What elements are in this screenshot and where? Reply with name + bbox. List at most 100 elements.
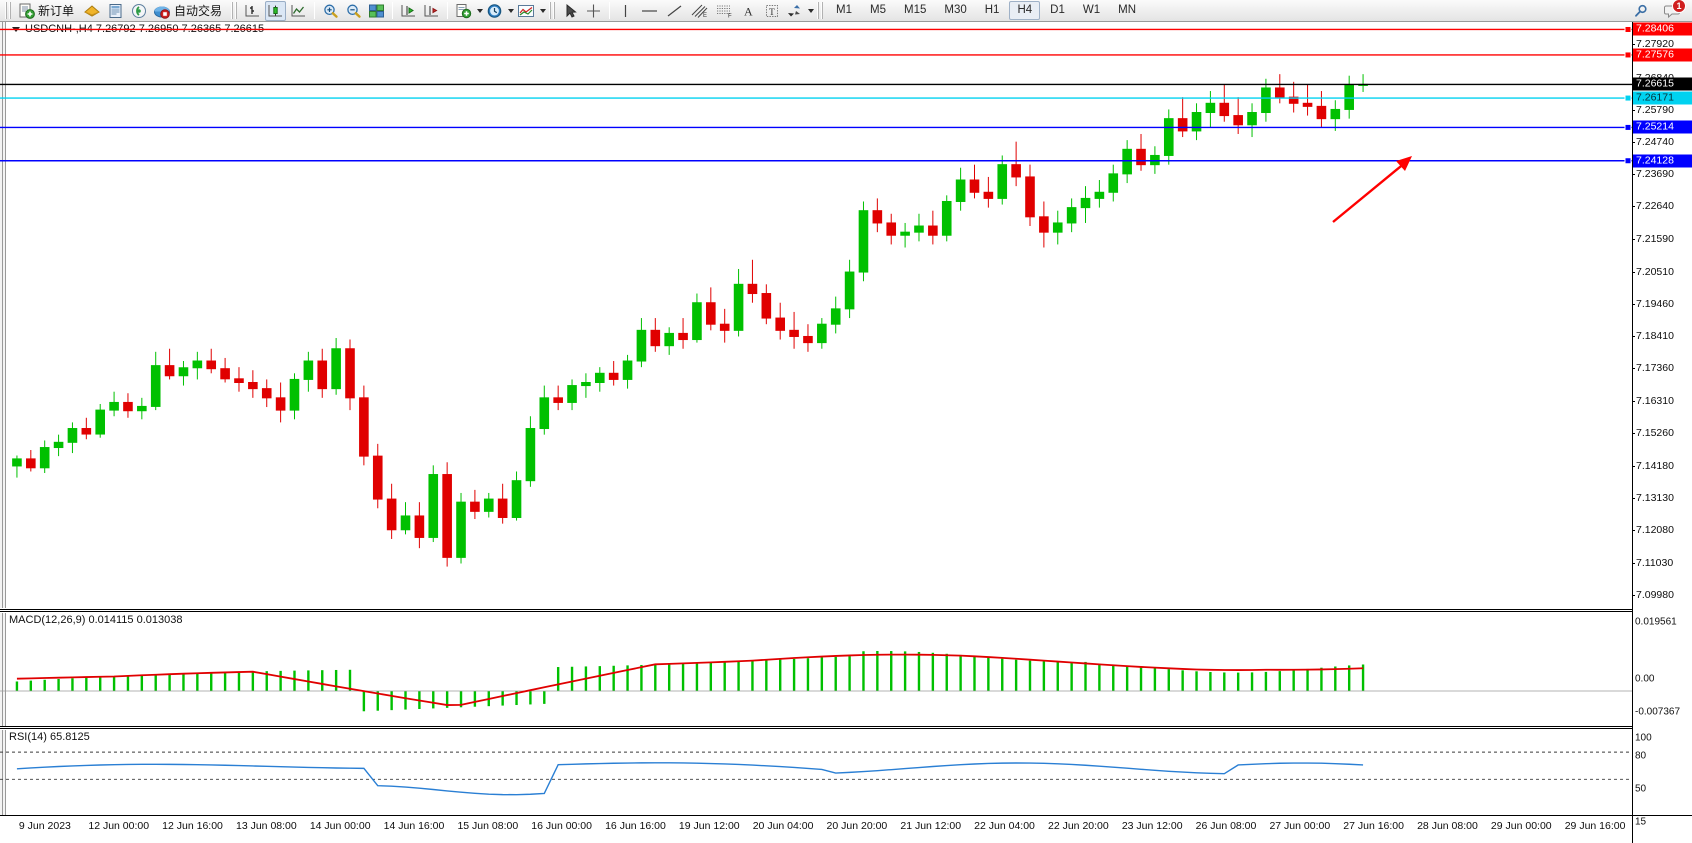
trendline-icon[interactable] <box>663 1 686 21</box>
fibonacci-icon[interactable]: F <box>713 1 736 21</box>
price-tick: 7.27920 <box>1632 38 1674 51</box>
zoom-out-icon[interactable] <box>343 1 364 21</box>
period-dropdown-caret[interactable] <box>508 8 515 13</box>
time-tick: 22 Jun 20:00 <box>1048 820 1109 832</box>
notifications-button[interactable]: 1 <box>1662 0 1686 20</box>
price-tick: 7.09980 <box>1632 588 1674 601</box>
data-window-icon[interactable] <box>105 1 126 21</box>
zoom-in-icon[interactable] <box>320 1 341 21</box>
chart-container[interactable]: USDCNH-,H4 7.26792 7.26950 7.26365 7.266… <box>0 22 1692 843</box>
timeframe-button-h4[interactable]: H4 <box>1009 1 1041 20</box>
price-pane-scroll[interactable] <box>0 22 6 608</box>
vertical-line-icon[interactable] <box>615 1 636 21</box>
notification-count-badge: 1 <box>1672 0 1686 13</box>
candlestick-chart-icon[interactable] <box>265 0 287 21</box>
price-candles-canvas <box>12 74 1368 567</box>
timeframe-button-mn[interactable]: MN <box>1118 4 1136 16</box>
macd-pane-divider <box>0 609 1692 612</box>
price-pane[interactable]: USDCNH-,H4 7.26792 7.26950 7.26365 7.266… <box>0 22 1632 608</box>
price-axis[interactable]: 7.279207.268407.257907.247407.236907.226… <box>1631 22 1692 815</box>
toolbar-separator-1 <box>314 2 316 19</box>
text-box-icon[interactable]: T <box>761 1 782 21</box>
time-tick: 12 Jun 00:00 <box>88 820 150 832</box>
equidistant-channel-icon[interactable]: E <box>688 1 711 21</box>
timeframe-group: M1 M5 M15 M30 H1 H4 D1 W1 MN <box>827 1 1145 20</box>
add-indicator-dropdown-caret[interactable] <box>477 8 484 13</box>
tile-windows-icon[interactable] <box>366 1 387 21</box>
time-tick: 13 Jun 08:00 <box>236 820 297 832</box>
timeframe-button-m15[interactable]: M15 <box>904 4 927 16</box>
templates-dropdown-caret[interactable] <box>540 8 547 13</box>
auto-trading-button[interactable]: 自动交易 <box>151 1 227 21</box>
search-icon[interactable] <box>1630 1 1651 21</box>
price-level-label-cyan[interactable]: 7.26171 <box>1633 91 1692 105</box>
time-tick: 16 Jun 00:00 <box>531 820 592 832</box>
time-tick: 20 Jun 04:00 <box>752 820 814 832</box>
price-levels-overlay[interactable] <box>0 22 1632 608</box>
timeframe-button-m5[interactable]: M5 <box>870 4 886 16</box>
price-tick: 7.22640 <box>1632 200 1674 213</box>
line-chart-icon[interactable] <box>288 1 309 21</box>
shift-end-icon[interactable] <box>398 1 419 21</box>
macd-axis-tick: 0.00 <box>1635 673 1655 685</box>
macd-title-label: MACD(12,26,9) 0.014115 0.013038 <box>9 614 183 626</box>
new-order-button[interactable]: 新订单 <box>16 1 79 21</box>
arrows-dropdown-caret[interactable] <box>808 8 815 13</box>
price-level-label-resistance[interactable]: 7.28406 <box>1633 22 1692 36</box>
price-tick: 7.23690 <box>1632 168 1674 181</box>
templates-icon[interactable] <box>515 1 537 21</box>
time-tick: 29 Jun 00:00 <box>1490 820 1552 832</box>
timeframe-button-m1[interactable]: M1 <box>836 4 853 16</box>
macd-axis-tick: -0.007367 <box>1635 706 1681 718</box>
macd-pane-scroll[interactable] <box>0 613 6 726</box>
svg-text:E: E <box>703 13 707 19</box>
toolbar-grip-2[interactable] <box>231 2 239 19</box>
toolbar-grip-3[interactable] <box>549 2 557 19</box>
timeframe-button-h1[interactable]: H1 <box>984 4 1000 16</box>
rsi-pane[interactable]: RSI(14) 65.8125 <box>0 730 1632 815</box>
toolbar-separator-3 <box>447 2 449 19</box>
rsi-canvas <box>0 751 1632 796</box>
price-tick: 7.16310 <box>1632 394 1674 407</box>
time-tick: 16 Jun 16:00 <box>605 820 666 832</box>
svg-text:T: T <box>769 8 775 18</box>
price-level-label-support[interactable]: 7.24128 <box>1633 154 1692 168</box>
toolbar-grip[interactable] <box>5 2 12 19</box>
add-indicator-icon[interactable] <box>453 1 474 21</box>
price-tick: 7.13130 <box>1632 492 1674 505</box>
toolbar-separator-2 <box>392 2 394 19</box>
time-tick: 15 Jun 08:00 <box>457 820 519 832</box>
price-tick: 7.24740 <box>1632 135 1674 148</box>
timeframe-button-m30[interactable]: M30 <box>944 4 967 16</box>
time-tick: 14 Jun 00:00 <box>309 820 371 832</box>
price-tick: 7.19460 <box>1632 297 1674 310</box>
crosshair-icon[interactable] <box>583 1 604 21</box>
period-clock-icon[interactable] <box>484 1 505 21</box>
bar-chart-icon[interactable] <box>242 1 263 21</box>
cursor-icon[interactable] <box>560 1 581 21</box>
timeframe-button-w1[interactable]: W1 <box>1082 4 1101 16</box>
macd-axis-tick: 0.019561 <box>1635 616 1677 628</box>
horizontal-line-icon[interactable] <box>638 1 661 21</box>
toolbar-grip-4[interactable] <box>817 2 825 19</box>
price-level-label-support[interactable]: 7.25214 <box>1633 120 1692 134</box>
time-tick: 19 Jun 12:00 <box>678 820 740 832</box>
arrows-icon[interactable] <box>784 1 805 21</box>
time-tick: 20 Jun 20:00 <box>826 820 888 832</box>
rsi-axis-tick: 15 <box>1635 816 1647 828</box>
macd-pane[interactable]: MACD(12,26,9) 0.014115 0.013038 <box>0 613 1632 726</box>
rsi-pane-scroll[interactable] <box>0 730 6 815</box>
signal-icon[interactable] <box>128 1 149 21</box>
text-label-icon[interactable]: A <box>738 1 759 21</box>
rsi-pane-divider <box>0 726 1692 729</box>
time-axis[interactable]: 9 Jun 2023 12 Jun 00:00 12 Jun 16:00 13 Jun… <box>0 815 1692 843</box>
auto-scroll-icon[interactable] <box>421 1 442 21</box>
expert-advisors-icon[interactable] <box>81 1 103 21</box>
time-tick: 26 Jun 08:00 <box>1195 820 1257 832</box>
price-level-label-bid[interactable]: 7.26615 <box>1633 77 1692 91</box>
main-toolbar: 新订单 <box>0 0 1692 22</box>
time-tick: 21 Jun 12:00 <box>900 820 962 832</box>
timeframe-button-d1[interactable]: D1 <box>1050 4 1065 16</box>
price-level-label-resistance[interactable]: 7.27576 <box>1633 48 1692 62</box>
